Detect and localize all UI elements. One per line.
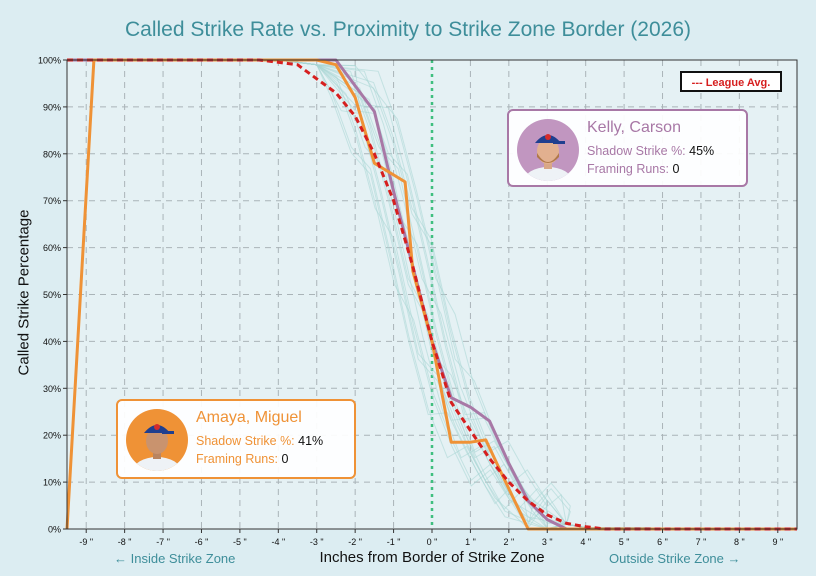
outside-zone-label: Outside Strike Zone → <box>609 551 741 566</box>
x-tick-label: -6 " <box>195 537 209 547</box>
y-tick-label: 0% <box>48 525 61 535</box>
x-tick-label: 6 " <box>657 537 668 547</box>
x-tick-label: -5 " <box>233 537 247 547</box>
inside-zone-label: ← Inside Strike Zone <box>114 551 236 566</box>
y-tick-label: 80% <box>43 149 61 159</box>
x-tick-label: 5 " <box>619 537 630 547</box>
x-tick-label: 1 " <box>465 537 476 547</box>
x-tick-label: -3 " <box>310 537 324 547</box>
x-tick-label: -1 " <box>387 537 401 547</box>
y-tick-label: 30% <box>43 384 61 394</box>
x-tick-label: 8 " <box>734 537 745 547</box>
player-headshot-icon <box>517 119 579 181</box>
x-tick-label: -4 " <box>271 537 285 547</box>
y-tick-label: 20% <box>43 431 61 441</box>
shadow-strike-stat: Shadow Strike %: 45% <box>587 144 714 158</box>
x-tick-label: -8 " <box>118 537 132 547</box>
y-tick-label: 100% <box>38 56 61 66</box>
axes: 0% 10% 20% 30% 40% 50% 60% 70% 80% 90% 100% -9 " -8 … <box>38 56 798 547</box>
player-headshot-icon <box>126 409 188 471</box>
y-tick-label: 70% <box>43 196 61 206</box>
background-catcher-line <box>67 59 798 530</box>
league-avg-line <box>67 58 797 531</box>
x-tick-label: 0 " <box>427 537 438 547</box>
player-card-kelly: Kelly, Carson Shadow Strike %: 45% Frami… <box>507 109 748 187</box>
framing-runs-label: Framing Runs: <box>196 452 278 466</box>
shadow-strike-label: Shadow Strike %: <box>587 144 686 158</box>
framing-runs-label: Framing Runs: <box>587 162 669 176</box>
x-tick-label: 2 " <box>503 537 514 547</box>
x-tick-label: -7 " <box>156 537 170 547</box>
background-catcher-line <box>67 59 798 530</box>
x-tick-label: 4 " <box>580 537 591 547</box>
player-name: Amaya, Miguel <box>196 409 302 426</box>
x-tick-label: 9 " <box>772 537 783 547</box>
shadow-strike-stat: Shadow Strike %: 41% <box>196 434 323 448</box>
background-catcher-line <box>67 59 798 530</box>
legend-league-avg: --- League Avg. <box>680 71 782 92</box>
framing-runs-stat: Framing Runs: 0 <box>587 162 679 176</box>
y-tick-label: 90% <box>43 102 61 112</box>
background-catcher-line <box>67 59 798 530</box>
x-tick-label: -9 " <box>79 537 93 547</box>
y-tick-label: 50% <box>43 290 61 300</box>
player-card-amaya: Amaya, Miguel Shadow Strike %: 41% Frami… <box>116 399 356 479</box>
shadow-strike-value: 45% <box>689 144 715 158</box>
y-tick-label: 60% <box>43 243 61 253</box>
framing-runs-stat: Framing Runs: 0 <box>196 452 288 466</box>
x-tick-label: 7 " <box>696 537 707 547</box>
x-axis-label: Inches from Border of Strike Zone <box>319 549 545 566</box>
x-tick-label: 3 " <box>542 537 553 547</box>
chart-title: Called Strike Rate vs. Proximity to Stri… <box>124 18 692 41</box>
framing-runs-value: 0 <box>672 162 680 176</box>
y-axis-label: Called Strike Percentage <box>15 209 33 376</box>
y-tick-label: 10% <box>43 478 61 488</box>
shadow-strike-value: 41% <box>298 434 324 448</box>
y-tick-label: 40% <box>43 337 61 347</box>
framing-runs-value: 0 <box>281 452 289 466</box>
x-tick-label: -2 " <box>348 537 362 547</box>
series-line-kelly-carson <box>67 58 797 531</box>
player-name: Kelly, Carson <box>587 119 681 136</box>
shadow-strike-label: Shadow Strike %: <box>196 434 295 448</box>
